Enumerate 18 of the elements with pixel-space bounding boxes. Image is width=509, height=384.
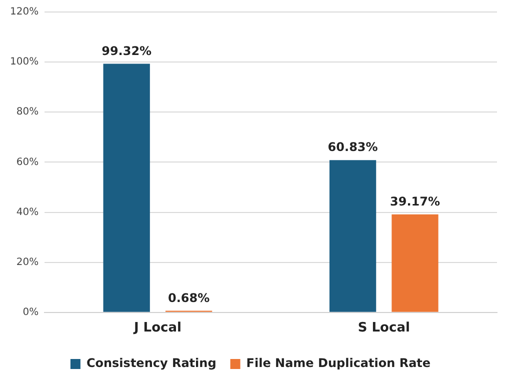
legend-label: Consistency Rating [86, 356, 216, 370]
data-label: 39.17% [390, 194, 440, 208]
y-tick-label: 100% [10, 56, 39, 68]
y-tick-label: 120% [10, 6, 39, 18]
data-label: 60.83% [328, 140, 378, 154]
bar [392, 214, 438, 312]
y-tick-label: 80% [16, 106, 39, 118]
y-tick-label: 40% [16, 206, 39, 218]
bar [329, 160, 376, 312]
legend-label: File Name Duplication Rate [246, 356, 431, 370]
y-tick-label: 0% [22, 306, 39, 318]
y-tick-label: 60% [16, 156, 39, 168]
y-tick-label: 20% [16, 256, 39, 268]
x-tick-label: J Local [132, 320, 182, 336]
x-tick-label: S Local [358, 320, 410, 336]
data-label: 99.32% [102, 44, 152, 58]
bar [103, 64, 150, 312]
data-label: 0.68% [168, 290, 210, 305]
